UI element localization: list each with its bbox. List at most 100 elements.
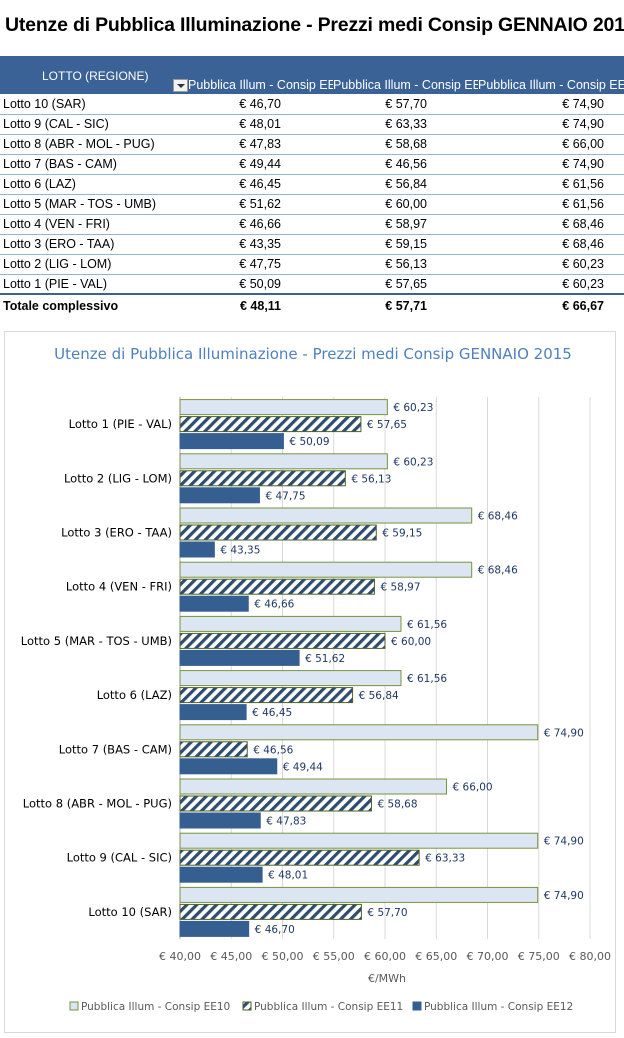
data-label: € 60,23 <box>393 402 433 414</box>
legend-label: Pubblica Illum - Consip EE10 <box>81 1001 230 1013</box>
data-label: € 59,15 <box>382 528 422 540</box>
legend-swatch-dark <box>412 1001 422 1011</box>
total-ee12: € 66,67 <box>478 293 624 317</box>
ee11-cell: € 56,13 <box>333 254 478 275</box>
ee10-cell: € 50,09 <box>188 274 333 295</box>
bar-light <box>179 886 539 903</box>
total-ee10: € 48,11 <box>188 293 333 317</box>
x-tick-label: € 65,00 <box>415 950 457 963</box>
bar-light <box>179 507 473 524</box>
bar-dark <box>179 541 215 558</box>
legend-label: Pubblica Illum - Consip EE11 <box>254 1001 403 1013</box>
data-label: € 50,09 <box>289 436 329 448</box>
lotto-cell: Lotto 1 (PIE - VAL) <box>0 274 188 295</box>
data-label: € 56,13 <box>351 473 391 485</box>
x-tick-label: € 60,00 <box>364 950 406 963</box>
x-tick-label: € 40,00 <box>159 950 201 963</box>
bar-light <box>179 832 539 849</box>
bar-dark <box>179 812 261 829</box>
ee12-cell: € 74,90 <box>478 114 624 135</box>
table-row: Lotto 6 (LAZ) € 46,45 € 56,84 € 61,56 <box>0 174 624 195</box>
bar-hatched <box>179 470 346 487</box>
bar-chart: € 40,00 € 45,00 € 50,00 € 55,00 € 60,00 € 65,… <box>21 397 611 1013</box>
category-label: Lotto 8 (ABR - MOL - PUG) <box>23 797 172 811</box>
data-label: € 56,84 <box>359 690 399 702</box>
bar-light <box>179 453 388 470</box>
x-tick-label: € 55,00 <box>313 950 355 963</box>
data-label: € 58,97 <box>380 582 420 594</box>
ee10-cell: € 47,83 <box>188 134 333 155</box>
bar-dark <box>179 920 250 937</box>
bar-hatched <box>179 903 362 920</box>
x-tick-label: € 75,00 <box>518 950 560 963</box>
total-ee11: € 57,71 <box>333 293 478 317</box>
bar-light <box>179 561 473 578</box>
data-label: € 46,56 <box>253 744 293 756</box>
lotto-cell: Lotto 5 (MAR - TOS - UMB) <box>0 194 188 215</box>
bar-hatched <box>179 849 420 866</box>
bar-dark <box>179 595 249 612</box>
ee12-cell: € 61,56 <box>478 194 624 215</box>
ee10-column-header: Pubblica Illum - Consip EE10 <box>188 78 333 92</box>
data-label: € 60,23 <box>393 456 433 468</box>
data-label: € 49,44 <box>283 761 323 773</box>
page-title: Utenze di Pubblica Illuminazione - Prezz… <box>5 14 624 36</box>
lotto-cell: Lotto 8 (ABR - MOL - PUG) <box>0 134 188 155</box>
legend-swatch-hatched <box>242 1001 252 1011</box>
total-label: Totale complessivo <box>0 293 188 317</box>
category-label: Lotto 10 (SAR) <box>88 905 172 919</box>
bar-light <box>179 778 447 795</box>
category-label: Lotto 7 (BAS - CAM) <box>59 742 172 756</box>
bar-dark <box>179 758 278 775</box>
ee11-column-header: Pubblica Illum - Consip EE11 <box>333 78 478 92</box>
bar-light <box>179 615 402 632</box>
bar-hatched <box>179 578 375 595</box>
category-label: Lotto 9 (CAL - SIC) <box>67 851 172 865</box>
lotto-cell: Lotto 4 (VEN - FRI) <box>0 214 188 235</box>
legend-swatch-light <box>69 1001 79 1011</box>
data-label: € 43,35 <box>220 545 260 557</box>
ee11-cell: € 59,15 <box>333 234 478 255</box>
bar-dark <box>179 866 263 883</box>
table-row: Lotto 10 (SAR) € 46,70 € 57,70 € 74,90 <box>0 94 624 115</box>
data-label: € 63,33 <box>425 853 465 865</box>
category-label: Lotto 4 (VEN - FRI) <box>66 580 172 594</box>
data-label: € 46,66 <box>254 599 294 611</box>
ee10-cell: € 48,01 <box>188 114 333 135</box>
ee10-cell: € 46,66 <box>188 214 333 235</box>
legend-label: Pubblica Illum - Consip EE12 <box>424 1001 573 1013</box>
bar-hatched <box>179 741 248 758</box>
category-label: Lotto 1 (PIE - VAL) <box>69 417 172 431</box>
x-tick-label: € 70,00 <box>467 950 509 963</box>
table-row: Lotto 1 (PIE - VAL) € 50,09 € 57,65 € 60,23 <box>0 274 624 295</box>
bar-dark <box>179 649 300 666</box>
ee11-cell: € 63,33 <box>333 114 478 135</box>
data-label: € 68,46 <box>478 511 518 523</box>
table-row: Lotto 2 (LIG - LOM) € 47,75 € 56,13 € 60,23 <box>0 254 624 275</box>
category-label: Lotto 2 (LIG - LOM) <box>64 471 172 485</box>
ee11-cell: € 56,84 <box>333 174 478 195</box>
lotto-header-label: LOTTO (REGIONE) <box>42 69 149 83</box>
ee12-cell: € 66,00 <box>478 134 624 155</box>
lotto-cell: Lotto 6 (LAZ) <box>0 174 188 195</box>
table-row: Lotto 5 (MAR - TOS - UMB) € 51,62 € 60,00 €… <box>0 194 624 215</box>
data-label: € 74,90 <box>544 836 584 848</box>
ee11-cell: € 60,00 <box>333 194 478 215</box>
ee12-cell: € 60,23 <box>478 274 624 295</box>
total-row: Totale complessivo € 48,11 € 57,71 € 66,67 <box>0 293 624 317</box>
filter-dropdown-icon[interactable] <box>173 79 188 92</box>
bar-dark <box>179 487 260 504</box>
data-label: € 47,75 <box>265 490 305 502</box>
data-label: € 74,90 <box>544 890 584 902</box>
ee10-cell: € 46,45 <box>188 174 333 195</box>
category-label: Lotto 3 (ERO - TAA) <box>61 526 172 540</box>
table-header-row: LOTTO (REGIONE) Pubblica Illum - Consip … <box>0 56 624 94</box>
data-label: € 66,00 <box>453 782 493 794</box>
bar-light <box>179 399 388 416</box>
lotto-column-header: LOTTO (REGIONE) <box>0 56 188 94</box>
bar-hatched <box>179 524 377 541</box>
data-label: € 68,46 <box>478 565 518 577</box>
table-row: Lotto 3 (ERO - TAA) € 43,35 € 59,15 € 68,46 <box>0 234 624 255</box>
data-label: € 46,70 <box>255 924 295 936</box>
data-label: € 60,00 <box>391 636 431 648</box>
